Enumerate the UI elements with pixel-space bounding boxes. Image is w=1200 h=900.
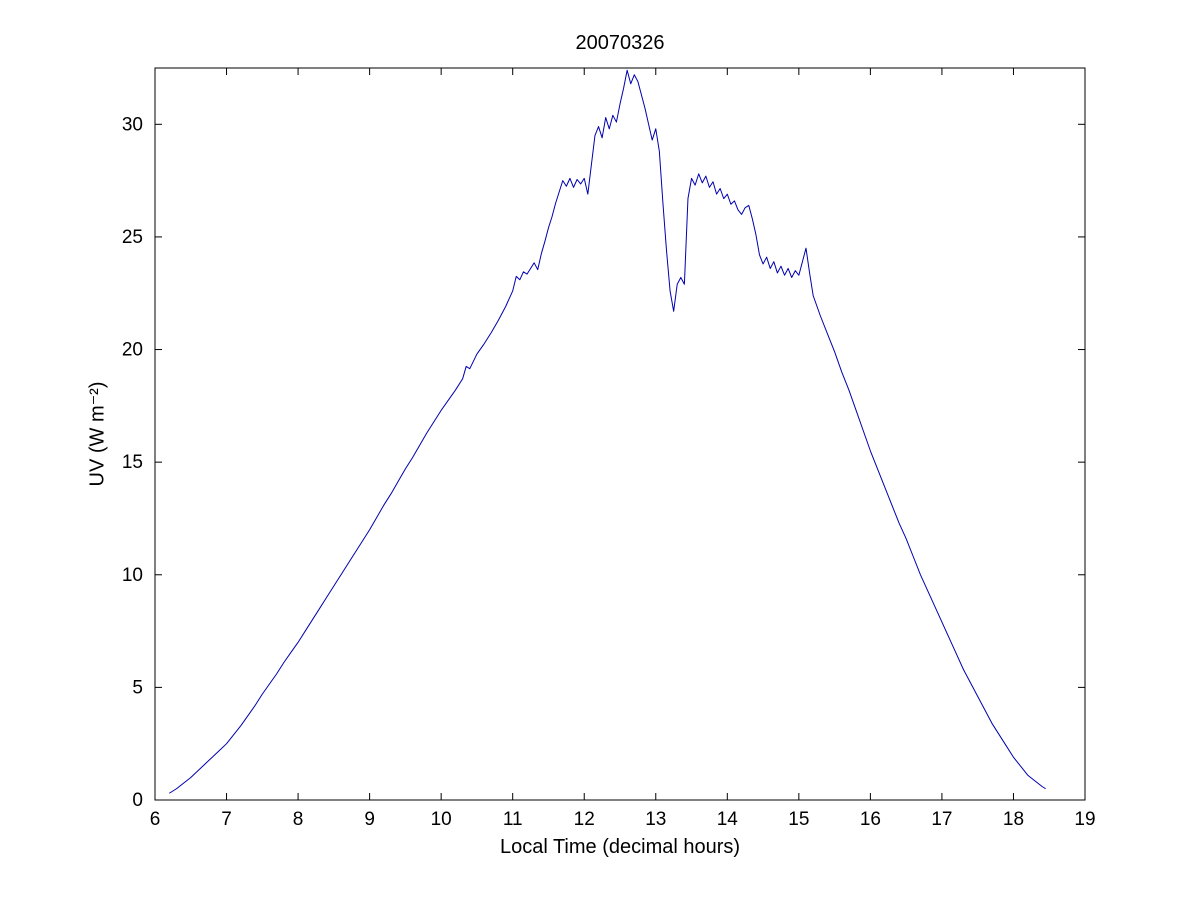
x-tick-label: 17	[931, 809, 952, 830]
x-tick-label: 19	[1074, 809, 1095, 830]
y-tick-label: 15	[122, 452, 143, 473]
x-tick-label: 6	[150, 809, 161, 830]
y-tick-label: 30	[122, 114, 143, 135]
y-tick-label: 0	[132, 790, 143, 811]
x-tick-label: 14	[717, 809, 739, 830]
y-tick-label: 20	[122, 340, 143, 361]
x-tick-label: 12	[574, 809, 595, 830]
axes-frame	[154, 67, 1086, 801]
x-tick-label: 8	[293, 809, 304, 830]
y-tick-label: 25	[122, 227, 143, 248]
y-tick-label: 5	[132, 677, 143, 698]
x-tick-label: 9	[364, 809, 375, 830]
x-tick-label: 11	[503, 809, 523, 830]
x-axis-label: Local Time (decimal hours)	[499, 836, 741, 858]
x-tick-label: 18	[1003, 809, 1024, 830]
x-tick-label: 16	[860, 809, 881, 830]
chart-title: 20070326	[575, 32, 665, 54]
x-tick-label: 10	[431, 809, 452, 830]
uv-series-line	[169, 69, 1046, 794]
x-tick-label: 15	[788, 809, 809, 830]
x-tick-label: 13	[645, 809, 666, 830]
x-tick-label: 7	[221, 809, 232, 830]
y-tick-label: 10	[122, 565, 143, 586]
y-axis-label: UV (W m⁻²)	[86, 381, 109, 487]
